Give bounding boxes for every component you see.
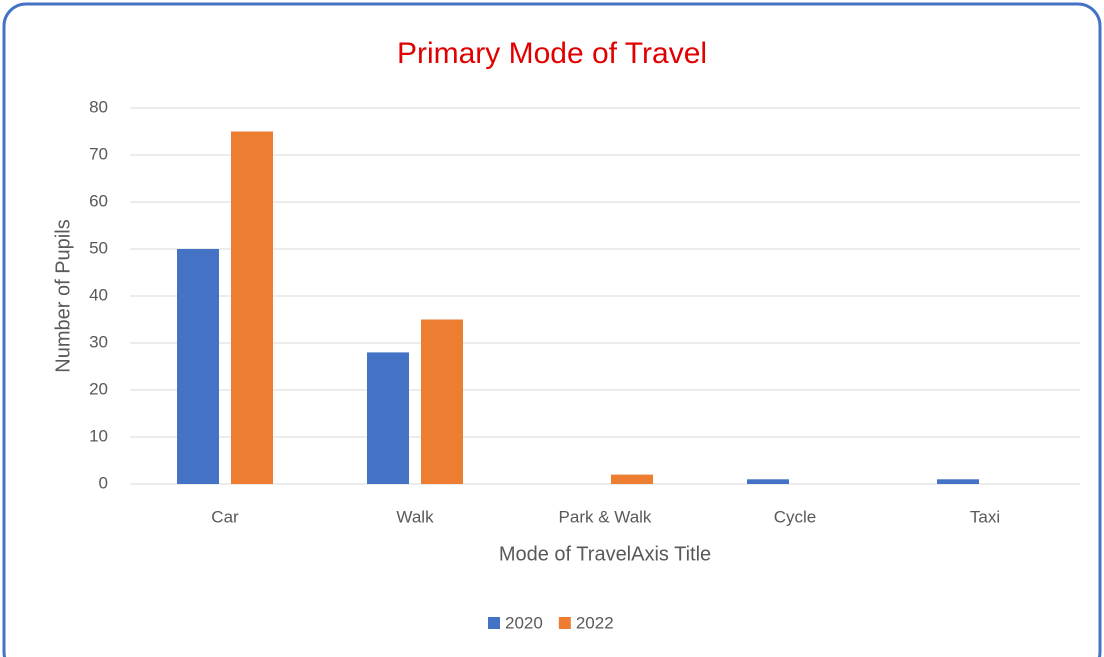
y-tick-label: 80 xyxy=(89,97,108,116)
y-tick-label: 50 xyxy=(89,238,108,257)
legend-swatch xyxy=(558,617,571,629)
x-tick-label: Cycle xyxy=(774,507,817,526)
x-axis-title: Mode of TravelAxis Title xyxy=(499,543,711,565)
bar xyxy=(421,319,463,484)
legend-swatch xyxy=(488,617,500,629)
y-tick-label: 70 xyxy=(89,144,108,163)
legend-label: 2022 xyxy=(576,613,614,632)
y-tick-label: 40 xyxy=(89,285,108,304)
bar xyxy=(231,131,273,484)
y-tick-label: 60 xyxy=(89,191,108,210)
y-axis-title: Number of Pupils xyxy=(52,219,74,372)
x-tick-label: Taxi xyxy=(970,507,1000,526)
y-tick-label: 30 xyxy=(89,332,108,351)
legend-label: 2020 xyxy=(505,613,543,632)
bar xyxy=(611,474,653,484)
chart-title: Primary Mode of Travel xyxy=(397,37,707,70)
y-tick-label: 0 xyxy=(99,473,108,492)
bar xyxy=(937,479,979,484)
bar xyxy=(367,352,409,484)
y-tick-label: 10 xyxy=(89,426,108,445)
x-tick-label: Walk xyxy=(396,507,434,526)
bar xyxy=(747,479,789,484)
x-tick-label: Car xyxy=(211,507,239,526)
x-tick-label: Park & Walk xyxy=(559,507,652,526)
y-tick-label: 20 xyxy=(89,379,108,398)
bar xyxy=(177,249,219,484)
